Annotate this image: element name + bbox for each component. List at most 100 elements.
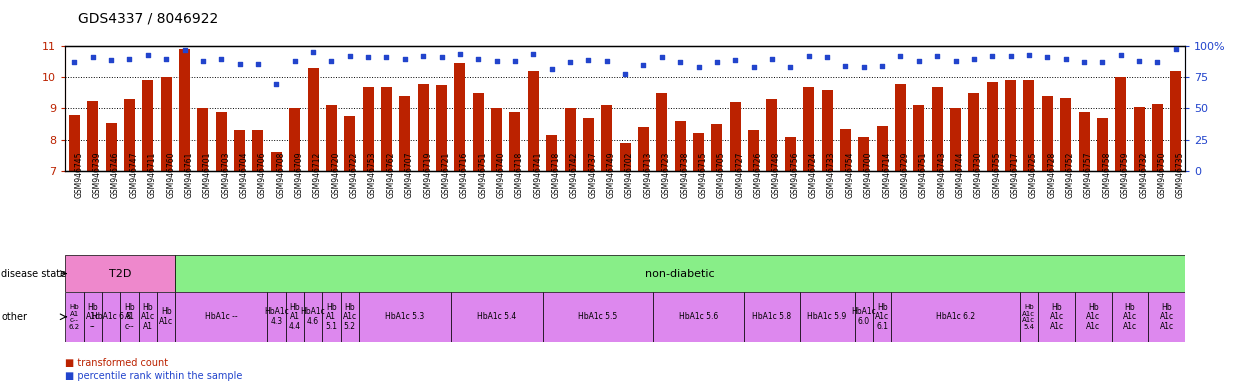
Point xyxy=(982,53,1002,59)
Text: Hb
A1c
A1c
5.4: Hb A1c A1c 5.4 xyxy=(1022,304,1036,329)
Point xyxy=(927,53,947,59)
Text: GSM946754: GSM946754 xyxy=(845,152,854,199)
Bar xyxy=(492,109,502,171)
Text: Hb
A1
c--
6.2: Hb A1 c-- 6.2 xyxy=(69,304,80,329)
Text: GSM946747: GSM946747 xyxy=(129,152,138,199)
Bar xyxy=(892,292,1020,342)
Text: GSM946760: GSM946760 xyxy=(167,152,176,199)
Bar xyxy=(854,292,873,342)
Point xyxy=(614,71,635,77)
Point xyxy=(1111,52,1131,58)
Text: GSM946726: GSM946726 xyxy=(754,152,762,198)
Point xyxy=(340,53,360,59)
Text: GSM946730: GSM946730 xyxy=(974,152,983,199)
Text: Hb
A1
5.1: Hb A1 5.1 xyxy=(325,303,337,331)
Point xyxy=(725,57,745,63)
Text: GSM946718: GSM946718 xyxy=(515,152,524,198)
Bar xyxy=(418,84,429,171)
Point xyxy=(413,53,433,59)
Bar xyxy=(1149,292,1185,342)
Text: Hb
A1c
6.1: Hb A1c 6.1 xyxy=(875,303,889,331)
Point xyxy=(211,56,231,62)
Point xyxy=(303,49,324,55)
Bar xyxy=(326,105,337,171)
Point xyxy=(597,58,617,64)
Point xyxy=(487,58,507,64)
Bar xyxy=(157,292,176,342)
Bar xyxy=(601,105,612,171)
Point xyxy=(431,54,451,60)
Bar xyxy=(454,63,465,171)
Bar xyxy=(1038,292,1075,342)
Bar xyxy=(88,101,98,171)
Bar xyxy=(139,292,157,342)
Text: HbA1c 6.2: HbA1c 6.2 xyxy=(935,312,976,321)
Bar xyxy=(473,93,484,171)
Point xyxy=(1056,56,1076,62)
Text: HbA1c 6.8: HbA1c 6.8 xyxy=(92,312,130,321)
Text: HbA1c
4.6: HbA1c 4.6 xyxy=(301,308,325,326)
Bar xyxy=(730,102,741,171)
Text: GSM946724: GSM946724 xyxy=(809,152,818,198)
Point xyxy=(818,54,838,60)
Point xyxy=(321,58,341,64)
Point xyxy=(835,63,855,69)
Bar xyxy=(1097,118,1109,171)
Bar xyxy=(216,112,227,171)
Point xyxy=(395,56,415,62)
Point xyxy=(633,62,653,68)
Point xyxy=(157,56,177,62)
Bar xyxy=(286,292,303,342)
Text: non-diabetic: non-diabetic xyxy=(646,268,715,279)
Text: Hb
A1c
A1c: Hb A1c A1c xyxy=(1160,303,1174,331)
Text: GSM946737: GSM946737 xyxy=(588,152,597,199)
Point xyxy=(872,63,892,69)
Bar xyxy=(638,127,650,171)
Text: GSM946748: GSM946748 xyxy=(772,152,781,198)
Point xyxy=(670,59,690,65)
Point xyxy=(854,64,874,70)
Text: GSM946700: GSM946700 xyxy=(864,152,873,199)
Point xyxy=(266,81,286,87)
Text: GSM946709: GSM946709 xyxy=(295,152,303,199)
Text: GSM946711: GSM946711 xyxy=(148,152,157,198)
Point xyxy=(799,53,819,59)
Bar xyxy=(252,130,263,171)
Text: GSM946728: GSM946728 xyxy=(1047,152,1056,198)
Text: GSM946732: GSM946732 xyxy=(1139,152,1149,198)
Text: GSM946704: GSM946704 xyxy=(240,152,248,199)
Point xyxy=(193,58,213,64)
Point xyxy=(890,53,910,59)
Point xyxy=(248,61,268,67)
Bar xyxy=(693,134,703,171)
Text: GSM946735: GSM946735 xyxy=(1176,152,1185,199)
Bar xyxy=(932,87,943,171)
Bar xyxy=(290,109,300,171)
Bar xyxy=(161,77,172,171)
Text: HbA1c
4.3: HbA1c 4.3 xyxy=(263,308,288,326)
Bar xyxy=(766,99,777,171)
Text: Hb
A1c
--: Hb A1c -- xyxy=(85,303,100,331)
Text: Hb
A1c: Hb A1c xyxy=(159,308,173,326)
Bar xyxy=(105,122,117,171)
Text: GSM946725: GSM946725 xyxy=(1030,152,1038,198)
Bar xyxy=(450,292,543,342)
Point xyxy=(561,59,581,65)
Text: Hb
A1
4.4: Hb A1 4.4 xyxy=(288,303,301,331)
Bar xyxy=(1134,107,1145,171)
Bar xyxy=(176,292,267,342)
Point xyxy=(688,64,709,70)
Bar xyxy=(271,152,282,171)
Bar xyxy=(840,129,851,171)
Point xyxy=(138,52,158,58)
Text: GSM946759: GSM946759 xyxy=(1121,152,1130,199)
Text: other: other xyxy=(1,312,28,322)
Bar xyxy=(399,96,410,171)
Point xyxy=(174,47,194,53)
Point xyxy=(707,59,727,65)
Text: GSM946751: GSM946751 xyxy=(478,152,488,198)
Text: Hb
A1c
5.2: Hb A1c 5.2 xyxy=(342,303,357,331)
Text: HbA1c
6.0: HbA1c 6.0 xyxy=(851,308,877,326)
Bar xyxy=(197,109,208,171)
Text: GSM946757: GSM946757 xyxy=(1083,152,1093,199)
